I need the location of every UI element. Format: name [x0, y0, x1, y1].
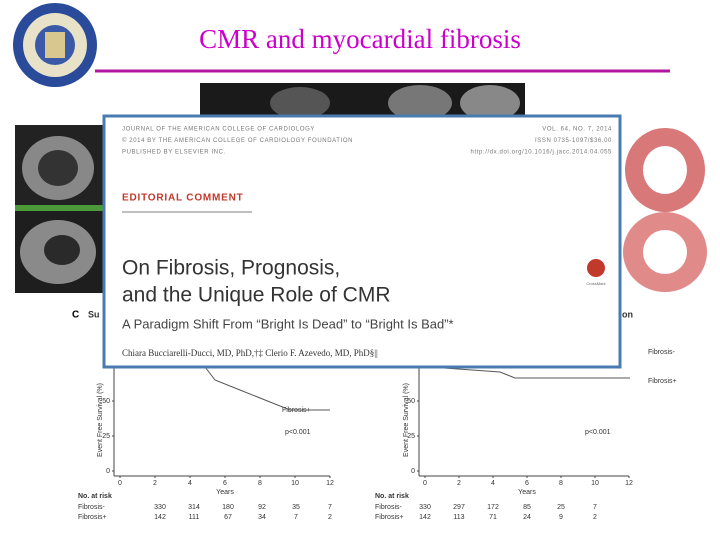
section-label: EDITORIAL COMMENT	[122, 193, 244, 204]
risk-row-name: Fibrosis+	[78, 514, 107, 521]
risk-value: 71	[489, 514, 497, 521]
x-tick-label: 10	[591, 480, 599, 487]
y-tick-label: 50	[407, 398, 415, 405]
x-tick-label: 4	[188, 480, 192, 487]
p-value: p<0.001	[585, 429, 611, 436]
panel-label: C	[72, 310, 79, 321]
article: JOURNAL OF THE AMERICAN COLLEGE OF CARDI…	[102, 114, 622, 369]
badge-icon	[587, 259, 605, 277]
x-tick-label: 0	[423, 480, 427, 487]
x-tick-label: 10	[291, 480, 299, 487]
panel-heading: on	[622, 309, 633, 319]
article-subtitle: A Paradigm Shift From “Bright Is Dead” t…	[122, 316, 454, 331]
risk-value: 172	[487, 504, 499, 511]
risk-value: 25	[557, 504, 565, 511]
curve-label: Fibrosis-	[648, 349, 676, 356]
journal-line: PUBLISHED BY ELSEVIER INC.	[122, 150, 226, 156]
logo	[13, 3, 97, 87]
x-tick-label: 6	[525, 480, 529, 487]
y-tick-label: 25	[102, 433, 110, 440]
risk-value: 113	[453, 514, 464, 521]
panel-heading: Su	[88, 309, 100, 319]
risk-value: 314	[188, 504, 200, 511]
x-tick-label: 8	[559, 480, 563, 487]
issue-line: ISSN 0735-1097/$36.00	[535, 138, 612, 144]
y-tick-label: 50	[102, 398, 110, 405]
authors: Chiara Bucciarelli-Ducci, MD, PhD,†‡ Cle…	[122, 348, 378, 358]
issue-line: VOL. 64, NO. 7, 2014	[542, 127, 612, 133]
y-tick-label: 0	[106, 468, 110, 475]
x-axis-label: Years	[216, 489, 234, 496]
curve-label: Fibrosis+	[648, 378, 677, 385]
mri-images	[15, 83, 707, 293]
p-value: p<0.001	[285, 429, 311, 436]
risk-value: 24	[523, 514, 531, 521]
x-tick-label: 4	[491, 480, 495, 487]
x-axis-label: Years	[518, 489, 536, 496]
risk-value: 7	[294, 514, 298, 521]
slide-title: CMR and myocardial fibrosis	[199, 24, 521, 54]
x-tick-label: 12	[326, 480, 334, 487]
x-tick-label: 2	[457, 480, 461, 487]
article-title: On Fibrosis, Prognosis,	[122, 257, 340, 280]
survival-curves	[204, 366, 630, 411]
risk-value: 7	[593, 504, 597, 511]
risk-row-name: Fibrosis-	[78, 504, 106, 511]
y-tick-label: 25	[407, 433, 415, 440]
risk-value: 111	[189, 514, 200, 521]
risk-value: 142	[154, 514, 166, 521]
issue-line: http://dx.doi.org/10.1016/j.jacc.2014.04…	[471, 150, 613, 156]
y-axis-label: Event Free Survival (%)	[97, 383, 104, 457]
risk-value: 180	[222, 504, 234, 511]
risk-row-name: Fibrosis-	[375, 504, 403, 511]
risk-value: 7	[328, 504, 332, 511]
x-tick-label: 12	[625, 480, 633, 487]
risk-value: 142	[419, 514, 431, 521]
y-tick-label: 0	[411, 468, 415, 475]
risk-value: 92	[258, 504, 266, 511]
x-tick-label: 8	[258, 480, 262, 487]
x-tick-label: 0	[118, 480, 122, 487]
risk-value: 9	[559, 514, 563, 521]
risk-value: 2	[328, 514, 332, 521]
article-title: and the Unique Role of CMR	[122, 284, 390, 307]
risk-row-name: Fibrosis+	[375, 514, 404, 521]
risk-value: 330	[154, 504, 166, 511]
risk-value: 297	[453, 504, 465, 511]
y-axis-label: Event Free Survival (%)	[403, 383, 410, 457]
risk-value: 330	[419, 504, 431, 511]
journal-line: JOURNAL OF THE AMERICAN COLLEGE OF CARDI…	[122, 127, 315, 133]
x-tick-label: 2	[153, 480, 157, 487]
risk-value: 35	[292, 504, 300, 511]
risk-title: No. at risk	[375, 493, 409, 500]
risk-value: 34	[258, 514, 266, 521]
risk-value: 2	[593, 514, 597, 521]
journal-line: © 2014 BY THE AMERICAN COLLEGE OF CARDIO…	[122, 137, 353, 144]
badge: CrossMark	[586, 281, 605, 286]
risk-value: 85	[523, 504, 531, 511]
risk-title: No. at risk	[78, 493, 112, 500]
risk-value: 67	[224, 514, 232, 521]
x-tick-label: 6	[223, 480, 227, 487]
